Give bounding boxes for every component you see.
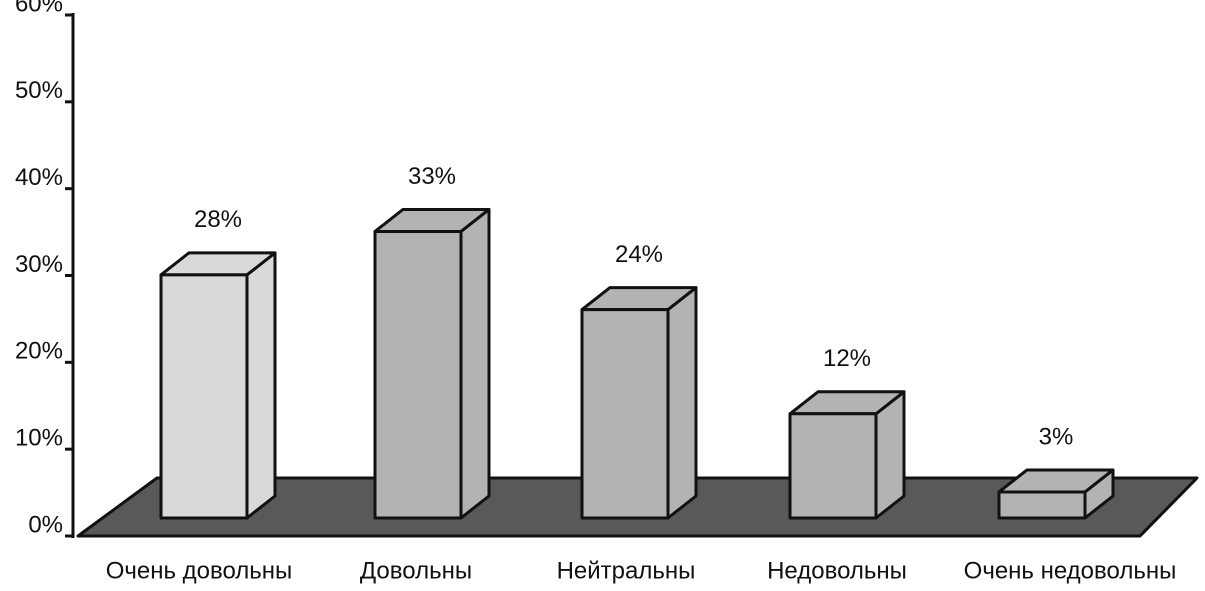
value-label: 33%	[408, 163, 456, 190]
y-tick-label: 10%	[15, 425, 63, 452]
y-tick-label: 50%	[15, 77, 63, 104]
value-label: 24%	[615, 241, 663, 268]
value-label: 12%	[823, 345, 871, 372]
value-label: 3%	[1039, 423, 1074, 450]
bar	[997, 490, 1087, 520]
y-tick-label: 20%	[15, 338, 63, 365]
bar	[159, 273, 249, 520]
x-tick-label: Довольны	[360, 557, 472, 584]
x-tick-label: Очень недовольны	[964, 557, 1177, 584]
bar	[373, 229, 463, 520]
bar	[580, 308, 670, 520]
x-tick-label: Недовольны	[767, 557, 907, 584]
y-tick-label: 30%	[15, 251, 63, 278]
y-tick-label: 60%	[15, 0, 63, 17]
bar-side	[459, 207, 491, 520]
y-tick-label: 0%	[28, 511, 63, 538]
bar-side	[666, 286, 698, 520]
bar-side	[245, 251, 277, 520]
x-tick-label: Очень довольны	[106, 557, 293, 584]
y-tick-label: 40%	[15, 164, 63, 191]
x-tick-label: Нейтральны	[557, 557, 696, 584]
value-label: 28%	[194, 206, 242, 233]
bar	[788, 412, 878, 520]
